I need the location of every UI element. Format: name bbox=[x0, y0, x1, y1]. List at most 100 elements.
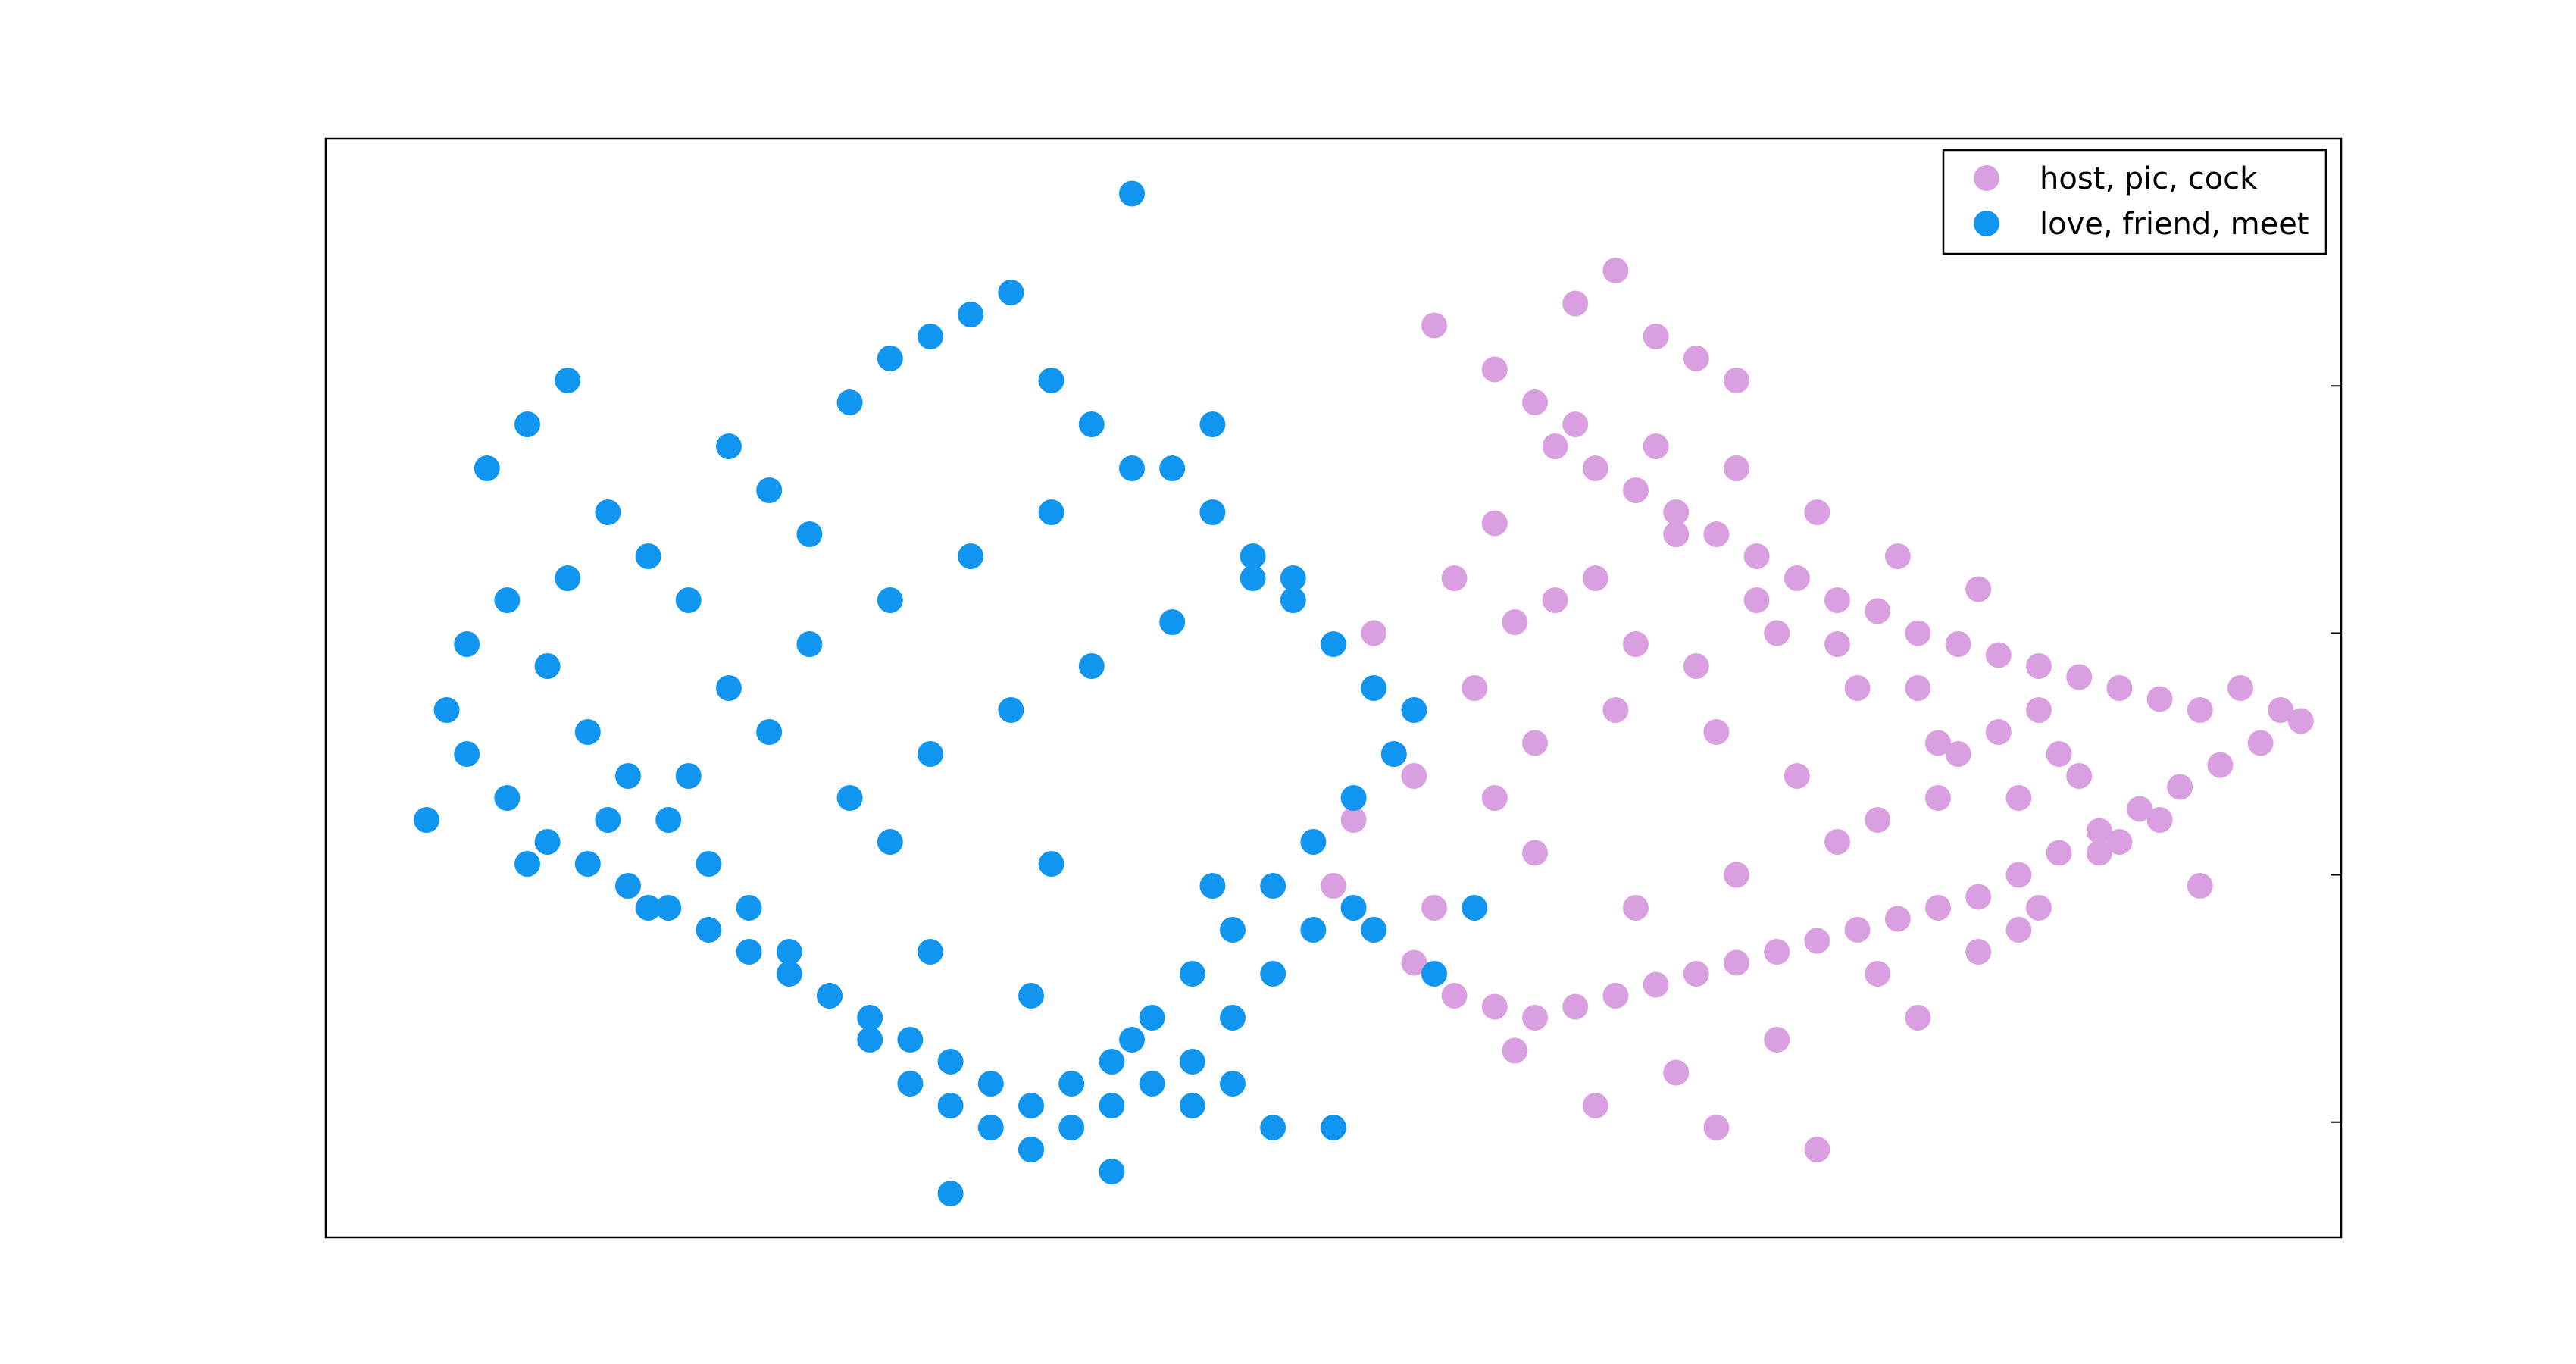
point-series-1-84 bbox=[1078, 653, 1105, 679]
point-series-0-106 bbox=[1703, 1115, 1730, 1140]
point-series-0-91 bbox=[1481, 510, 1508, 537]
point-series-0-52 bbox=[1340, 807, 1367, 833]
point-series-1-10 bbox=[836, 389, 863, 415]
point-series-0-39 bbox=[1804, 928, 1830, 954]
point-series-0-25 bbox=[2227, 675, 2253, 701]
point-series-0-43 bbox=[1643, 971, 1669, 998]
point-series-0-74 bbox=[1441, 565, 1468, 591]
point-series-0-73 bbox=[1361, 620, 1387, 646]
point-series-0-18 bbox=[1945, 631, 1971, 657]
point-series-0-85 bbox=[1884, 543, 1911, 569]
point-series-1-55 bbox=[655, 807, 682, 833]
point-series-1-68 bbox=[1179, 1049, 1205, 1075]
point-series-1-53 bbox=[574, 719, 601, 745]
point-series-0-47 bbox=[1481, 993, 1508, 1020]
point-series-0-84 bbox=[1804, 499, 1830, 525]
point-series-1-60 bbox=[857, 1027, 883, 1053]
point-series-1-0 bbox=[1119, 180, 1145, 207]
point-series-0-102 bbox=[1663, 1059, 1690, 1086]
point-series-0-16 bbox=[1865, 598, 1891, 624]
point-series-1-16 bbox=[1078, 411, 1105, 437]
point-series-1-47 bbox=[454, 741, 480, 767]
point-series-0-104 bbox=[1502, 1037, 1528, 1064]
point-series-1-105 bbox=[877, 829, 903, 855]
point-series-0-94 bbox=[1623, 895, 1649, 921]
point-series-0-69 bbox=[1844, 675, 1871, 701]
point-series-1-75 bbox=[877, 587, 903, 613]
point-series-1-28 bbox=[1220, 917, 1246, 943]
point-series-0-71 bbox=[2005, 785, 2032, 811]
point-series-1-12 bbox=[918, 324, 943, 349]
point-series-1-89 bbox=[595, 807, 621, 833]
point-series-0-109 bbox=[2005, 917, 2032, 943]
point-series-1-108 bbox=[1361, 917, 1387, 943]
point-series-0-48 bbox=[1441, 983, 1468, 1009]
point-series-0-34 bbox=[2005, 862, 2032, 888]
point-series-1-97 bbox=[1421, 961, 1447, 987]
point-series-1-44 bbox=[574, 851, 601, 877]
point-series-1-32 bbox=[1058, 1071, 1085, 1097]
point-series-0-61 bbox=[1985, 719, 2012, 745]
point-series-1-52 bbox=[534, 653, 561, 679]
point-series-0-76 bbox=[1623, 631, 1649, 657]
point-series-1-72 bbox=[1340, 895, 1367, 921]
point-series-0-99 bbox=[1764, 1027, 1790, 1053]
point-series-0-37 bbox=[1884, 906, 1911, 932]
point-series-1-29 bbox=[1179, 961, 1205, 987]
point-series-0-8 bbox=[1542, 433, 1568, 459]
point-series-0-32 bbox=[2086, 818, 2112, 844]
point-series-1-31 bbox=[1099, 1049, 1125, 1075]
point-series-0-26 bbox=[2268, 697, 2294, 723]
point-series-0-35 bbox=[1965, 884, 1992, 910]
point-series-0-89 bbox=[1643, 433, 1669, 459]
point-series-0-3 bbox=[1683, 346, 1709, 371]
point-series-1-56 bbox=[696, 851, 722, 877]
point-series-1-86 bbox=[1240, 565, 1266, 591]
point-series-0-64 bbox=[1481, 785, 1508, 811]
point-series-1-95 bbox=[1220, 1071, 1246, 1097]
point-series-0-101 bbox=[1965, 939, 1992, 965]
point-series-0-100 bbox=[1865, 961, 1891, 987]
point-series-1-102 bbox=[1179, 1093, 1205, 1118]
point-series-1-1 bbox=[474, 455, 500, 481]
point-series-1-21 bbox=[1321, 631, 1346, 657]
point-series-0-72 bbox=[2086, 840, 2112, 866]
point-series-1-93 bbox=[1018, 983, 1044, 1009]
point-series-0-13 bbox=[1743, 543, 1770, 569]
series-1 bbox=[414, 180, 1488, 1206]
point-series-0-33 bbox=[2046, 840, 2072, 866]
legend-label-host-pic-cock: host, pic, cock bbox=[2040, 161, 2258, 196]
point-series-0-45 bbox=[1562, 993, 1589, 1020]
point-series-1-30 bbox=[1139, 1005, 1165, 1031]
point-series-0-80 bbox=[1945, 741, 1971, 767]
point-series-1-25 bbox=[1340, 785, 1367, 811]
point-series-1-49 bbox=[414, 807, 439, 833]
series-0 bbox=[1321, 258, 2314, 1162]
point-series-0-12 bbox=[1703, 521, 1730, 547]
point-series-1-104 bbox=[555, 565, 581, 591]
point-series-0-108 bbox=[1905, 1005, 1931, 1031]
point-series-1-73 bbox=[716, 675, 742, 701]
point-series-1-98 bbox=[1462, 895, 1488, 921]
point-series-0-96 bbox=[1824, 829, 1850, 855]
point-series-1-82 bbox=[918, 741, 943, 767]
point-series-0-60 bbox=[1905, 675, 1931, 701]
point-series-1-80 bbox=[1280, 565, 1306, 591]
point-series-1-43 bbox=[615, 873, 641, 899]
point-series-0-7 bbox=[1522, 389, 1548, 415]
point-series-0-56 bbox=[1582, 565, 1608, 591]
point-series-0-6 bbox=[1481, 356, 1508, 383]
point-series-1-23 bbox=[1401, 697, 1427, 723]
point-series-0-40 bbox=[1764, 939, 1790, 965]
point-series-0-105 bbox=[1421, 895, 1447, 921]
point-series-1-99 bbox=[937, 1181, 964, 1206]
point-series-0-44 bbox=[1602, 983, 1629, 1009]
point-series-1-107 bbox=[1199, 873, 1226, 899]
point-series-0-81 bbox=[2026, 697, 2052, 723]
point-series-1-15 bbox=[1038, 368, 1064, 393]
axes-frame bbox=[324, 137, 2343, 1239]
point-series-0-23 bbox=[2146, 686, 2173, 712]
point-series-0-14 bbox=[1784, 565, 1810, 591]
point-series-1-100 bbox=[1018, 1137, 1044, 1162]
point-series-0-88 bbox=[1724, 455, 1749, 481]
